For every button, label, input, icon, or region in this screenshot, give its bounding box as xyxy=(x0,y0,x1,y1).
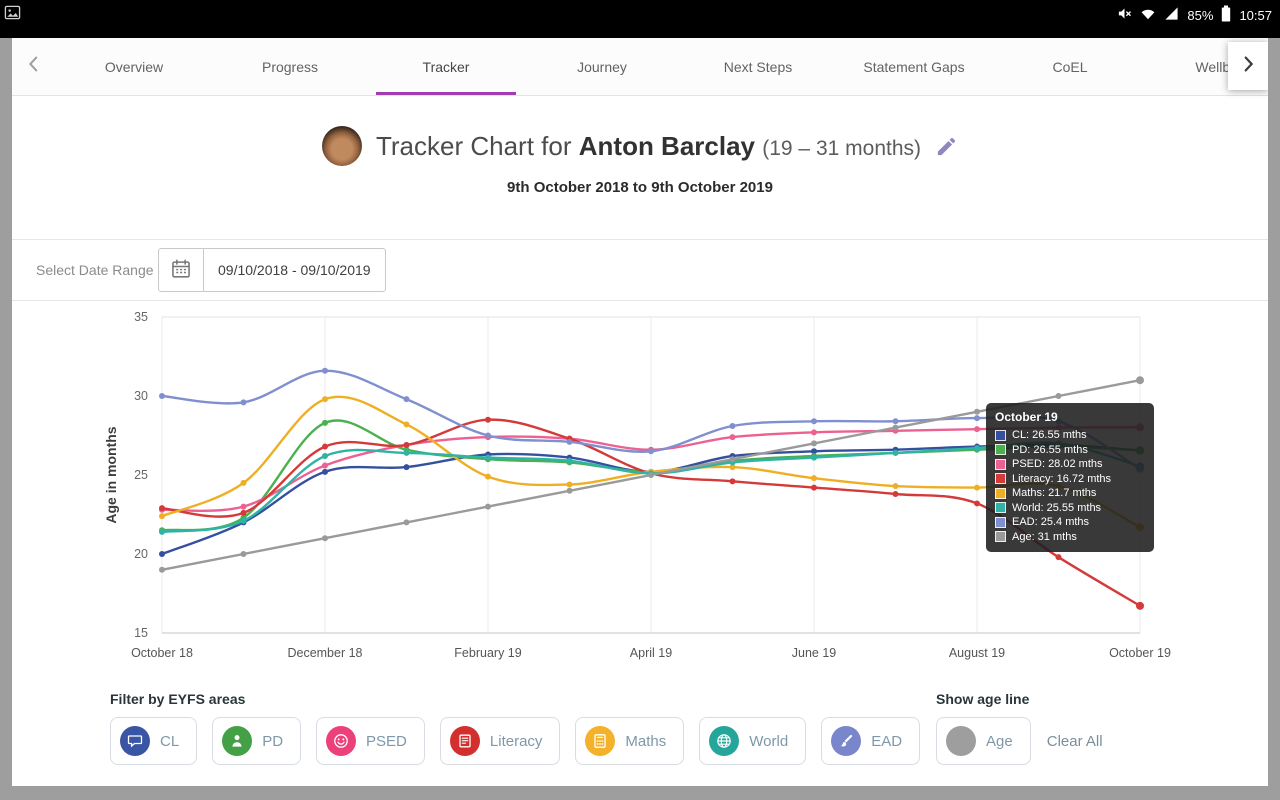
filter-section: Filter by EYFS areas CL PD PSED Literacy Mat… xyxy=(12,679,1268,765)
wifi-icon xyxy=(1140,6,1156,25)
date-range-subtitle: 9th October 2018 to 9th October 2019 xyxy=(507,179,773,196)
age-line-title: Show age line xyxy=(936,691,1030,707)
chat-icon xyxy=(120,726,150,756)
svg-text:30: 30 xyxy=(134,389,148,403)
filter-pd-button[interactable]: PD xyxy=(212,717,302,765)
filter-cl-button[interactable]: CL xyxy=(110,717,198,765)
date-filter-row: Select Date Range 09/10/2018 - 09/10/201… xyxy=(12,239,1268,301)
tooltip-swatch xyxy=(995,444,1006,455)
tracker-chart: 15 20 25 30 35 October 18 December 18 February … xyxy=(12,301,1268,679)
filter-maths-button[interactable]: Maths xyxy=(575,717,685,765)
svg-text:June 19: June 19 xyxy=(792,646,837,660)
battery-percent: 85% xyxy=(1187,7,1214,23)
svg-text:December 18: December 18 xyxy=(287,646,362,660)
tooltip-swatch xyxy=(995,502,1006,513)
book-icon xyxy=(449,726,480,756)
svg-text:February 19: February 19 xyxy=(454,646,521,660)
clock: 10:57 xyxy=(1239,7,1272,23)
tab-list: Overview Progress Tracker Journey Next Steps… xyxy=(56,38,1268,95)
tab-tracker[interactable]: Tracker xyxy=(368,38,524,95)
circle-icon xyxy=(946,726,977,756)
tab-coel[interactable]: CoEL xyxy=(1052,58,1088,75)
tab-next-steps[interactable]: Next Steps xyxy=(723,58,793,75)
filter-literacy-button[interactable]: Literacy xyxy=(439,717,561,765)
svg-text:25: 25 xyxy=(134,468,148,482)
tooltip-row-literacy: Literacy: 16.72 mths xyxy=(995,473,1145,485)
svg-text:Age in months: Age in months xyxy=(103,426,119,523)
svg-text:October 18: October 18 xyxy=(131,646,193,660)
clear-all-link[interactable]: Clear All xyxy=(1046,732,1103,750)
filter-label: Age xyxy=(986,732,1013,750)
filter-title: Filter by EYFS areas xyxy=(110,691,246,707)
svg-text:August 19: August 19 xyxy=(949,646,1005,660)
edit-pencil-icon[interactable] xyxy=(935,135,958,158)
svg-text:April 19: April 19 xyxy=(630,646,672,660)
filter-world-button[interactable]: World xyxy=(699,717,807,765)
age-range: (19 – 31 months) xyxy=(762,136,922,160)
tooltip-row-ead: EAD: 25.4 mths xyxy=(995,516,1145,528)
tooltip-swatch xyxy=(995,516,1006,528)
filter-age-button[interactable]: Age xyxy=(936,717,1031,765)
tabs-scroll-right-button[interactable] xyxy=(1228,42,1268,90)
filter-label: CL xyxy=(160,732,180,750)
app-window: Overview Progress Tracker Journey Next Steps… xyxy=(12,38,1268,786)
tab-overview[interactable]: Overview xyxy=(104,58,164,75)
chevron-right-icon xyxy=(1237,53,1259,80)
filter-button-row: CL PD PSED Literacy Maths World EAD xyxy=(110,717,921,765)
tooltip-row-psed: PSED: 28.02 mths xyxy=(995,458,1145,470)
svg-text:October 19: October 19 xyxy=(1109,646,1171,660)
child-avatar xyxy=(321,126,362,166)
smiley-icon xyxy=(326,726,357,756)
calendar-button[interactable] xyxy=(158,248,204,292)
tab-statement-gaps[interactable]: Statement Gaps xyxy=(863,58,965,75)
screenshot-notification-icon xyxy=(4,4,21,26)
date-range-label: Select Date Range xyxy=(36,262,154,278)
status-bar: 85% 10:57 xyxy=(0,0,1280,38)
paintbrush-icon xyxy=(831,726,862,756)
chart-tooltip: October 19 CL: 26.55 mths PD: 26.55 mths P… xyxy=(986,403,1154,552)
globe-icon xyxy=(709,726,740,756)
tab-progress[interactable]: Progress xyxy=(261,58,319,75)
tab-journey[interactable]: Journey xyxy=(577,58,627,75)
filter-label: Maths xyxy=(625,732,667,750)
tooltip-row-world: World: 25.55 mths xyxy=(995,502,1145,514)
page-title: Tracker Chart for Anton Barclay (19 – 31… xyxy=(376,131,921,162)
tooltip-swatch xyxy=(995,531,1006,542)
filter-label: EAD xyxy=(871,732,903,750)
battery-icon xyxy=(1221,5,1231,25)
title-prefix: Tracker Chart for xyxy=(375,130,572,161)
tabs-scroll-left-button[interactable] xyxy=(12,38,56,95)
filter-psed-button[interactable]: PSED xyxy=(316,717,425,765)
tooltip-swatch xyxy=(995,487,1006,499)
mute-icon xyxy=(1117,6,1132,24)
child-name: Anton Barclay xyxy=(578,130,756,161)
tooltip-title: October 19 xyxy=(995,410,1058,424)
filter-label: Literacy xyxy=(489,732,543,750)
tooltip-row-cl: CL: 26.55 mths xyxy=(995,429,1145,441)
calendar-icon xyxy=(170,258,192,283)
tooltip-swatch xyxy=(995,458,1006,470)
chart-canvas[interactable]: 15 20 25 30 35 October 18 December 18 February … xyxy=(12,301,1268,679)
page-header: Tracker Chart for Anton Barclay (19 – 31… xyxy=(12,96,1268,239)
tab-bar: Overview Progress Tracker Journey Next Steps… xyxy=(12,38,1268,96)
chevron-left-icon xyxy=(23,53,45,80)
tooltip-row-pd: PD: 26.55 mths xyxy=(995,444,1145,456)
person-icon xyxy=(222,726,253,756)
tooltip-swatch xyxy=(995,473,1006,484)
svg-text:20: 20 xyxy=(134,547,148,561)
filter-label: PSED xyxy=(366,732,407,750)
calculator-icon xyxy=(585,726,616,756)
filter-label: PD xyxy=(262,732,284,750)
cell-signal-icon xyxy=(1164,6,1179,24)
tooltip-row-maths: Maths: 21.7 mths xyxy=(995,487,1145,499)
svg-text:35: 35 xyxy=(134,310,148,324)
svg-text:15: 15 xyxy=(134,626,148,640)
date-range-input[interactable]: 09/10/2018 - 09/10/2019 xyxy=(203,248,386,292)
tooltip-swatch xyxy=(995,429,1006,441)
filter-ead-button[interactable]: EAD xyxy=(821,717,921,765)
tooltip-row-age: Age: 31 mths xyxy=(995,531,1145,543)
filter-label: World xyxy=(749,732,789,750)
